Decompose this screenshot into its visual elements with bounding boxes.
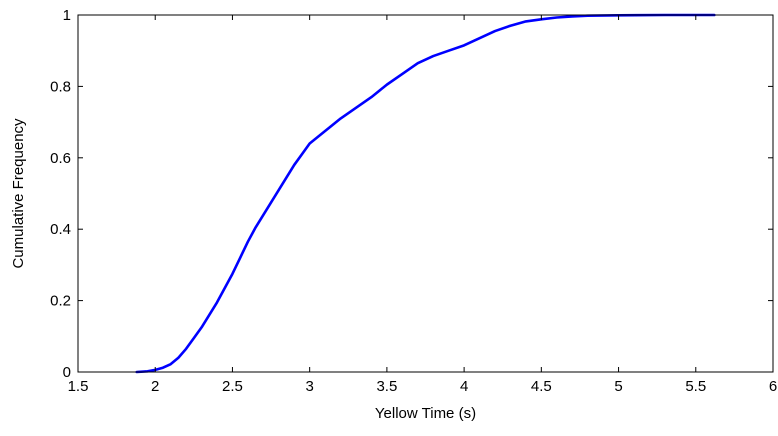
x-tick-label: 3.5: [376, 378, 397, 395]
y-axis-label: Cumulative Frequency: [10, 118, 27, 269]
axes-layer: 1.5 2 2.5 3 3.5 4 4.5 5 5.5 6 0 0.2 0.4 0.6 0.8 1: [50, 7, 777, 395]
x-tick-label: 2: [151, 378, 159, 395]
x-tick-label: 2.5: [222, 378, 243, 395]
x-tick-label: 4: [460, 378, 468, 395]
series-line-0: [135, 13, 716, 374]
x-tick-label: 5: [614, 378, 622, 395]
x-tick-label: 4.5: [531, 378, 552, 395]
x-tick-label: 3: [305, 378, 313, 395]
series-layer: [135, 13, 716, 374]
y-tick-label: 0: [63, 364, 71, 381]
plot-background: [78, 15, 773, 372]
x-axis-label: Yellow Time (s): [375, 405, 476, 422]
y-tick-label: 0.6: [50, 150, 71, 167]
y-tick-label: 0.4: [50, 221, 71, 238]
axes-box: [77, 14, 774, 373]
y-tick-label: 1: [63, 7, 71, 24]
y-tick-label: 0.2: [50, 293, 71, 310]
y-tick-label: 0.8: [50, 78, 71, 95]
x-tick-label: 5.5: [685, 378, 706, 395]
x-tick-label: 6: [769, 378, 777, 395]
x-tick-label: 1.5: [68, 378, 89, 395]
plot-area: [78, 15, 773, 372]
